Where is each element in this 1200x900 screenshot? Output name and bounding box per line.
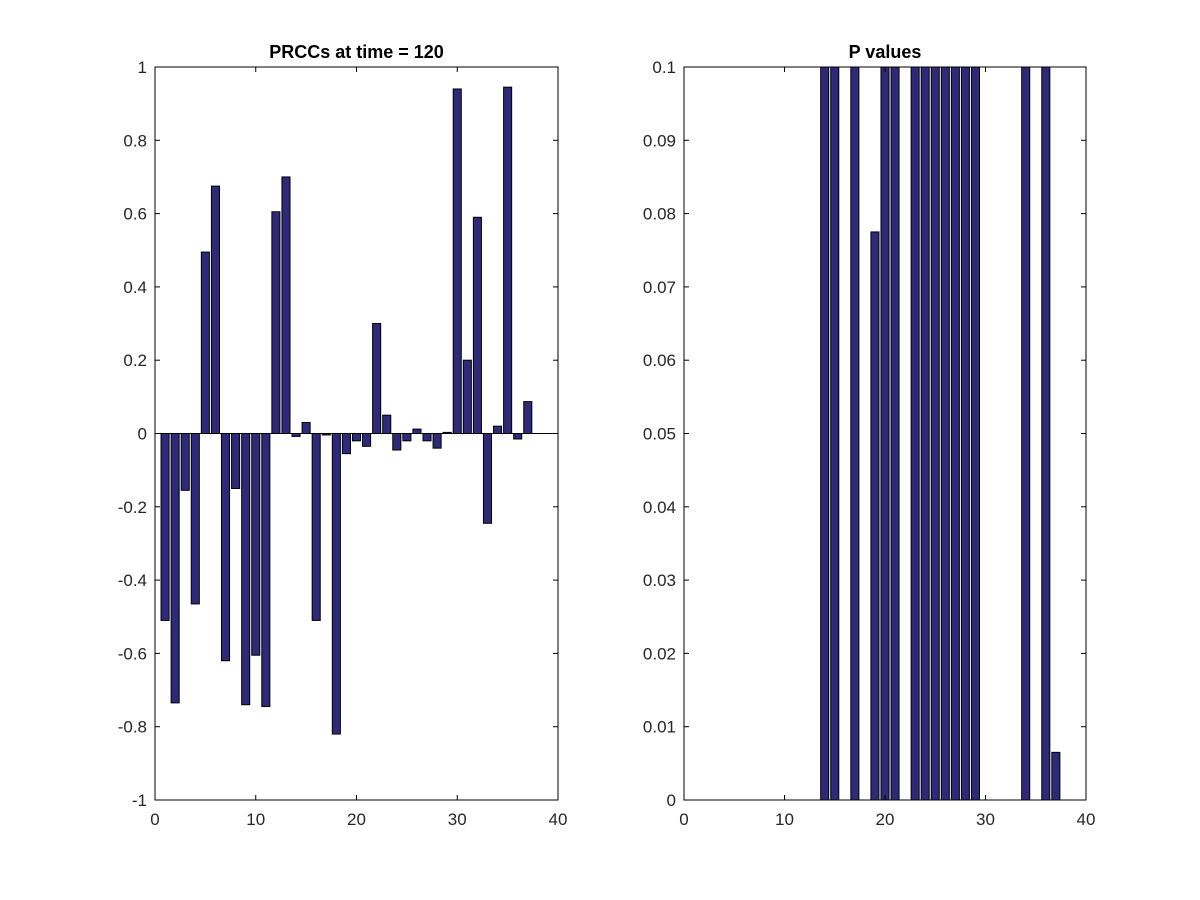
- bar: [930, 66, 940, 801]
- bar: [402, 433, 412, 442]
- x-tick-label: 0: [150, 810, 159, 829]
- bar: [462, 359, 472, 435]
- x-tick-label: 10: [246, 810, 265, 829]
- x-tick-label: 40: [1077, 810, 1096, 829]
- x-tick-label: 30: [976, 810, 995, 829]
- y-tick-label: 0.07: [643, 278, 676, 297]
- bar: [331, 433, 341, 735]
- bar: [422, 433, 432, 442]
- bar: [200, 251, 210, 434]
- bar: [190, 433, 200, 605]
- bar: [472, 216, 482, 434]
- y-tick-label: -0.2: [118, 498, 147, 517]
- bar: [251, 433, 261, 656]
- bar: [482, 433, 493, 524]
- y-tick-label: 0.01: [643, 718, 676, 737]
- bar: [241, 433, 251, 706]
- bar: [351, 433, 362, 442]
- bar: [392, 433, 402, 451]
- bar: [231, 433, 241, 489]
- y-tick-label: 0.1: [652, 58, 676, 77]
- y-tick-label: -1: [132, 791, 147, 810]
- bar: [412, 428, 422, 435]
- bar: [281, 176, 291, 434]
- y-tick-label: 0.09: [643, 131, 676, 150]
- y-tick-label: -0.6: [118, 644, 147, 663]
- bar: [870, 231, 880, 801]
- bar: [890, 66, 900, 801]
- bar: [362, 433, 372, 447]
- bar: [850, 66, 860, 801]
- bar: [301, 422, 311, 434]
- y-tick-label: 0.06: [643, 351, 676, 370]
- bar: [970, 66, 980, 801]
- bar: [372, 323, 382, 434]
- bar: [210, 185, 220, 434]
- x-tick-label: 30: [448, 810, 467, 829]
- y-tick-label: 0.6: [123, 205, 147, 224]
- bar: [830, 66, 840, 801]
- bar: [1051, 751, 1061, 801]
- bar: [940, 66, 950, 801]
- bar: [950, 66, 960, 801]
- bar: [820, 66, 830, 801]
- x-tick-label: 20: [876, 810, 895, 829]
- y-tick-label: 0.4: [123, 278, 147, 297]
- bar: [341, 433, 351, 455]
- bar: [493, 425, 503, 435]
- prcc-chart: 0 10 20 30 40 -1 -0.8 -0.6 -0.4 -0.2 0 0.2 0.4 0.6 0.8…: [118, 42, 568, 829]
- bar: [311, 433, 321, 621]
- bar: [160, 433, 170, 621]
- bar: [220, 433, 231, 662]
- bar: [1041, 66, 1051, 801]
- bar: [1021, 66, 1031, 801]
- y-tick-label: 0.03: [643, 571, 676, 590]
- bar: [180, 433, 190, 491]
- chart-title: P values: [849, 42, 922, 62]
- y-tick-label: 0.2: [123, 351, 147, 370]
- y-tick-label: -0.4: [118, 571, 147, 590]
- bar: [452, 88, 462, 435]
- y-tick-label: 0.8: [123, 131, 147, 150]
- y-tick-label: 0.02: [643, 644, 676, 663]
- bar: [910, 66, 920, 801]
- bar: [432, 433, 442, 449]
- chart-title: PRCCs at time = 120: [269, 42, 444, 62]
- y-tick-label: 0.04: [643, 498, 676, 517]
- bar: [271, 211, 281, 434]
- y-tick-label: 1: [138, 58, 147, 77]
- y-tick-label: 0: [138, 425, 147, 444]
- y-tick-label: 0.08: [643, 205, 676, 224]
- bar: [261, 433, 271, 708]
- bar: [960, 66, 970, 801]
- bar: [523, 401, 533, 434]
- bar: [503, 86, 513, 434]
- x-tick-label: 40: [549, 810, 568, 829]
- bar: [920, 66, 930, 801]
- bar: [170, 433, 180, 704]
- p-values-chart: 0 10 20 30 40 0 0.01 0.02 0.03 0.04 0.05 0.06 0.07 0.…: [643, 42, 1096, 829]
- bar: [513, 433, 523, 440]
- x-tick-label: 20: [347, 810, 366, 829]
- bar: [382, 414, 392, 434]
- x-tick-label: 10: [775, 810, 794, 829]
- y-tick-label: 0: [667, 791, 676, 810]
- bar: [880, 66, 890, 801]
- y-tick-label: 0.05: [643, 425, 676, 444]
- y-tick-label: -0.8: [118, 718, 147, 737]
- x-tick-label: 0: [679, 810, 688, 829]
